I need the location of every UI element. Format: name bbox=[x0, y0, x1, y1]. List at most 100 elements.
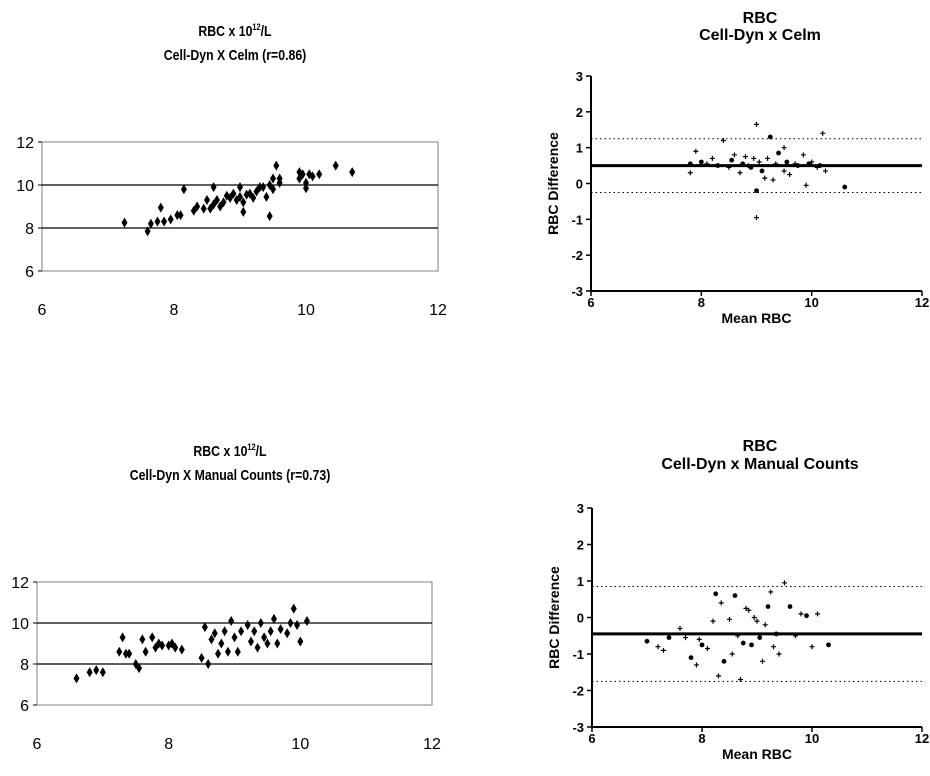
data-point bbox=[139, 634, 146, 645]
data-point bbox=[215, 648, 222, 659]
data-point bbox=[165, 640, 172, 651]
data-point bbox=[198, 652, 205, 663]
data-point bbox=[687, 170, 693, 176]
data-point bbox=[250, 192, 257, 203]
data-point bbox=[754, 215, 759, 221]
data-point bbox=[200, 203, 207, 214]
scatter-celm-title: RBC x 1012/L bbox=[198, 22, 272, 40]
data-point bbox=[121, 217, 128, 228]
data-point bbox=[228, 615, 235, 626]
data-point bbox=[178, 644, 185, 655]
scatter-manual-subtitle: Cell-Dyn X Manual Counts (r=0.73) bbox=[129, 467, 331, 484]
data-point bbox=[254, 642, 261, 653]
y-tick-label: -3 bbox=[571, 284, 583, 299]
data-point bbox=[817, 163, 823, 168]
data-point bbox=[237, 191, 243, 202]
data-point bbox=[172, 642, 179, 653]
data-point bbox=[261, 632, 268, 643]
data-point bbox=[809, 644, 815, 650]
data-point bbox=[804, 613, 809, 619]
data-point bbox=[177, 210, 184, 221]
y-tick-label: 12 bbox=[16, 135, 34, 152]
data-point bbox=[349, 167, 356, 178]
data-point bbox=[267, 626, 274, 637]
y-tick-label: 1 bbox=[576, 141, 583, 156]
data-point bbox=[661, 647, 666, 653]
y-tick-label: 12 bbox=[11, 575, 29, 592]
data-point bbox=[205, 659, 212, 669]
data-point bbox=[144, 226, 151, 237]
data-point bbox=[231, 632, 238, 643]
data-point bbox=[256, 182, 263, 193]
data-point bbox=[99, 667, 106, 678]
data-point bbox=[303, 183, 309, 194]
data-point bbox=[782, 580, 787, 586]
data-point bbox=[705, 646, 710, 652]
data-point bbox=[204, 195, 210, 206]
data-point bbox=[742, 154, 748, 160]
data-point bbox=[698, 159, 704, 165]
data-point bbox=[161, 216, 168, 227]
data-point bbox=[277, 624, 284, 635]
y-tick-label: 10 bbox=[11, 616, 29, 633]
data-point bbox=[715, 163, 721, 168]
x-tick-label: 10 bbox=[804, 295, 818, 310]
y-tick-label: 0 bbox=[576, 177, 583, 192]
data-point bbox=[748, 164, 754, 170]
bland-altman-manual-panel: RBC Cell-Dyn x Manual Counts -3 -2 -1 0 1 2 3 6… bbox=[470, 420, 930, 776]
data-point bbox=[240, 206, 247, 217]
data-point bbox=[284, 628, 291, 639]
data-point bbox=[773, 161, 779, 167]
data-point bbox=[270, 184, 276, 195]
data-point bbox=[743, 605, 749, 611]
data-point bbox=[152, 642, 159, 653]
data-point bbox=[230, 188, 237, 199]
y-tick-label: -2 bbox=[572, 684, 584, 699]
data-point bbox=[174, 210, 181, 221]
x-tick-label: 8 bbox=[164, 736, 173, 753]
data-point bbox=[822, 168, 828, 174]
data-point bbox=[757, 635, 763, 640]
x-tick-label: 10 bbox=[291, 736, 309, 753]
data-point bbox=[247, 636, 254, 647]
bland-altman-celm-panel: RBC Cell-Dyn x Celm -3 -2 -1 0 1 2 3 6 8 10 12 Mean… bbox=[470, 0, 930, 360]
x-tick-label: 12 bbox=[915, 295, 929, 310]
data-point bbox=[815, 611, 820, 617]
data-point bbox=[720, 138, 726, 143]
y-tick-label: -1 bbox=[571, 212, 583, 227]
data-point bbox=[287, 618, 294, 628]
data-point bbox=[276, 177, 283, 188]
data-point bbox=[803, 182, 809, 188]
data-point bbox=[644, 638, 650, 644]
data-point bbox=[762, 175, 768, 181]
y-axis-title: RBC Difference bbox=[546, 566, 562, 669]
data-point bbox=[765, 604, 771, 609]
data-point bbox=[694, 662, 699, 668]
data-point bbox=[809, 159, 815, 165]
data-point bbox=[309, 171, 316, 182]
y-tick-label: 2 bbox=[576, 105, 583, 120]
data-point bbox=[768, 589, 774, 595]
data-point bbox=[677, 625, 683, 631]
data-point bbox=[244, 620, 251, 631]
data-point bbox=[776, 651, 782, 657]
y-tick-label: 2 bbox=[577, 538, 584, 553]
data-point bbox=[221, 626, 228, 637]
data-point bbox=[224, 646, 231, 657]
data-point bbox=[263, 191, 270, 202]
data-point bbox=[738, 677, 743, 683]
data-point bbox=[718, 600, 724, 606]
x-tick-label: 12 bbox=[423, 736, 441, 753]
x-tick-label: 12 bbox=[429, 302, 447, 319]
y-tick-label: -2 bbox=[571, 248, 583, 263]
y-tick-label: 1 bbox=[577, 574, 584, 589]
data-point bbox=[751, 155, 757, 161]
scatter-celm-subtitle: Cell-Dyn X Celm (r=0.86) bbox=[163, 47, 307, 64]
data-point bbox=[781, 168, 787, 174]
y-tick-label: -3 bbox=[572, 720, 584, 735]
data-point bbox=[820, 130, 826, 136]
data-point bbox=[251, 626, 258, 637]
data-point bbox=[238, 626, 245, 637]
data-point bbox=[760, 658, 765, 664]
